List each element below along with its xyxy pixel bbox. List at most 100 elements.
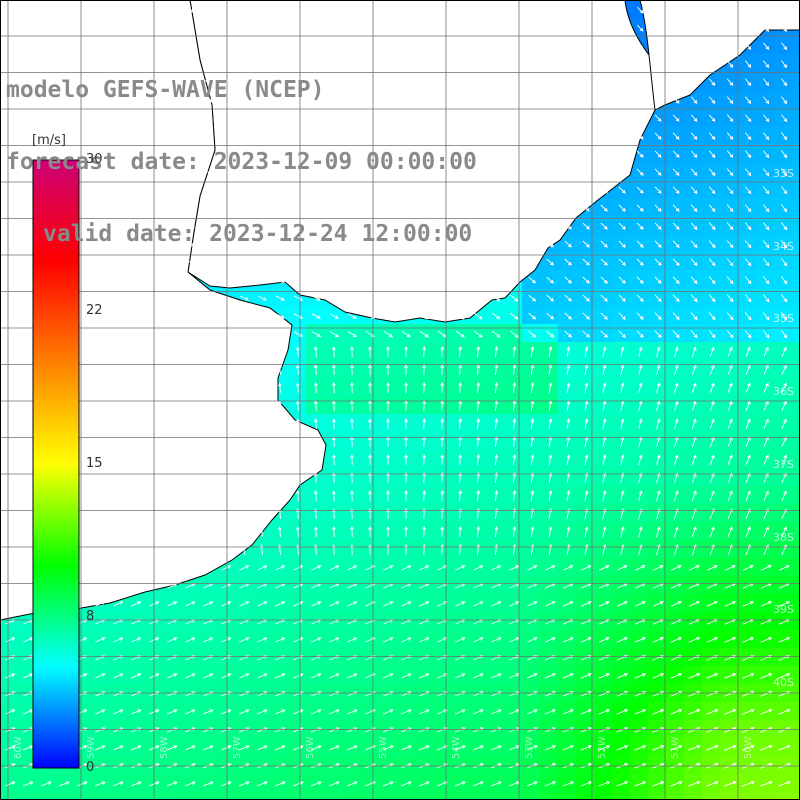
wind-cell (396, 666, 415, 685)
wind-vector (313, 346, 318, 358)
wind-vector (347, 151, 357, 157)
wind-vector (203, 637, 214, 643)
wind-vector (638, 490, 643, 502)
wind-vector (115, 346, 120, 357)
wind-cell (522, 684, 541, 703)
wind-cell (792, 270, 800, 289)
wind-vector (437, 565, 448, 571)
wind-vector (383, 313, 393, 320)
wind-cell (558, 396, 577, 415)
wind-vector (95, 565, 106, 571)
wind-cell (774, 378, 793, 397)
wind-vector (638, 346, 643, 357)
wind-vector (617, 565, 628, 571)
wind-cell (414, 414, 433, 433)
wind-vector (275, 565, 286, 571)
wind-cell (414, 450, 433, 469)
wind-vector (688, 708, 701, 715)
wind-cell (738, 450, 757, 469)
wind-vector (781, 186, 788, 195)
wind-vector (528, 330, 537, 338)
wind-cell (738, 486, 757, 505)
wind-vector (745, 454, 751, 465)
wind-vector (383, 565, 394, 571)
wind-cell (396, 450, 415, 469)
wind-cell (234, 738, 253, 757)
wind-cell (648, 522, 667, 541)
wind-cell (558, 504, 577, 523)
wind-cell (162, 774, 181, 793)
wind-cell (756, 576, 775, 595)
lat-label: 38S (773, 531, 794, 544)
wind-vector (582, 276, 590, 284)
wind-cell (630, 396, 649, 415)
wind-vector (527, 601, 538, 607)
wind-cell (486, 414, 505, 433)
wind-vector (5, 44, 15, 49)
wind-cell (432, 594, 451, 613)
wind-vector (437, 601, 448, 607)
wind-cell (450, 666, 469, 685)
wind-cell (774, 576, 793, 595)
wind-vector (781, 418, 787, 429)
wind-cell (792, 36, 800, 55)
wind-vector (548, 381, 553, 394)
wind-cell (486, 432, 505, 451)
wind-cell (648, 792, 667, 800)
wind-cell (162, 666, 181, 685)
wind-vector (691, 490, 697, 502)
wind-vector (745, 346, 751, 357)
wind-vector (329, 565, 340, 571)
wind-cell (792, 198, 800, 217)
wind-vector (185, 673, 196, 679)
wind-cell (594, 684, 613, 703)
wind-cell (666, 360, 685, 379)
wind-vector (690, 240, 698, 249)
wind-vector (763, 60, 770, 69)
wind-vector (202, 781, 214, 787)
wind-vector (781, 490, 787, 501)
wind-vector (277, 454, 282, 465)
wind-cell (756, 756, 775, 775)
wind-vector (401, 601, 412, 607)
wind-cell (648, 468, 667, 487)
wind-cell (522, 396, 541, 415)
wind-cell (432, 684, 451, 703)
wind-vector (474, 222, 483, 230)
wind-cell (432, 486, 451, 505)
lon-label: 52W (597, 736, 608, 759)
wind-vector (763, 24, 770, 33)
wind-vector (259, 526, 264, 537)
wind-cell (792, 378, 800, 397)
wind-cell (792, 288, 800, 307)
wind-cell (558, 432, 577, 451)
wind-cell (342, 792, 361, 800)
wind-cell (270, 648, 289, 667)
wind-vector (348, 43, 357, 49)
wind-cell (630, 684, 649, 703)
wind-vector (634, 744, 647, 751)
wind-vector (708, 132, 716, 141)
wind-cell (288, 702, 307, 721)
wind-vector (347, 277, 357, 283)
wind-cell (54, 774, 73, 793)
wind-vector (203, 133, 213, 139)
wind-vector (422, 490, 427, 502)
wind-vector (418, 709, 430, 715)
wind-cell (702, 666, 721, 685)
wind-cell (540, 432, 559, 451)
wind-cell (450, 540, 469, 559)
wind-cell (486, 738, 505, 757)
wind-vector (187, 526, 192, 537)
wind-cell (306, 504, 325, 523)
wind-cell (540, 540, 559, 559)
wind-cell (270, 684, 289, 703)
wind-vector (185, 313, 196, 319)
wind-cell (486, 756, 505, 775)
wind-cell (0, 648, 19, 667)
wind-cell (414, 360, 433, 379)
wind-vector (582, 96, 590, 104)
wind-cell (702, 522, 721, 541)
wind-cell (198, 576, 217, 595)
wind-vector (546, 258, 555, 266)
